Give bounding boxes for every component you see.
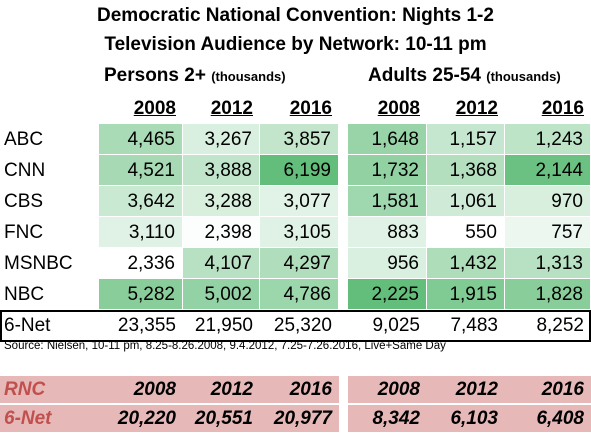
- data-cell: 1,915: [427, 279, 505, 310]
- table-title: Democratic National Convention: Nights 1…: [97, 5, 494, 26]
- total-row-border: [589, 310, 591, 342]
- year-header: 2016: [541, 98, 584, 119]
- total-row-border: [0, 310, 591, 312]
- data-cell: 1,368: [427, 155, 505, 186]
- data-cell: 1,243: [505, 124, 591, 155]
- group-unit: (thousands): [486, 69, 561, 84]
- data-cell: 1,061: [427, 186, 505, 217]
- rnc-total-cell: 20,977: [260, 405, 339, 432]
- rnc-total-cell: 8,342: [348, 405, 427, 432]
- rnc-year: 2008: [99, 376, 183, 403]
- group-unit: (thousands): [211, 69, 286, 84]
- data-cell: 2,225: [348, 279, 427, 310]
- data-cell: 3,288: [183, 186, 260, 217]
- rnc-row-border: [0, 404, 591, 405]
- year-header: 2008: [133, 98, 176, 119]
- year-header: 2016: [289, 98, 332, 119]
- network-label: CBS: [4, 191, 44, 212]
- network-label: ABC: [4, 129, 44, 150]
- data-cell: 1,432: [427, 248, 505, 279]
- year-header: 2012: [455, 98, 498, 119]
- table-subtitle: Television Audience by Network: 10-11 pm: [104, 34, 487, 55]
- data-cell: 3,857: [260, 124, 339, 155]
- data-cell: 956: [348, 248, 427, 279]
- data-cell: 1,581: [348, 186, 427, 217]
- group-header-adults: Adults 25-54 (thousands): [368, 62, 561, 90]
- network-label: FNC: [4, 222, 44, 243]
- total-label: 6-Net: [4, 315, 51, 336]
- total-cell: 21,950: [194, 315, 253, 336]
- rnc-year: 2016: [505, 376, 591, 403]
- data-cell: 3,642: [99, 186, 183, 217]
- data-cell: 3,105: [260, 217, 339, 248]
- data-cell: 3,267: [183, 124, 260, 155]
- rnc-label: RNC: [0, 376, 99, 403]
- rnc-total-label: 6-Net: [0, 405, 99, 432]
- data-cell: 4,107: [183, 248, 260, 279]
- data-cell: 1,732: [348, 155, 427, 186]
- data-cell: 3,077: [260, 186, 339, 217]
- data-cell: 3,110: [99, 217, 183, 248]
- data-cell: 5,282: [99, 279, 183, 310]
- data-cell: 2,336: [99, 248, 183, 279]
- data-cell: 1,313: [505, 248, 591, 279]
- total-cell: 23,355: [117, 315, 176, 336]
- network-label: CNN: [4, 160, 46, 181]
- data-cell: 4,521: [99, 155, 183, 186]
- source-note: Source: Nielsen, 10-11 pm, 8.25-8.26.200…: [4, 340, 446, 352]
- network-label: NBC: [4, 284, 45, 305]
- data-cell: 4,786: [260, 279, 339, 310]
- total-row-border: [0, 310, 2, 342]
- rnc-total-cell: 20,551: [183, 405, 260, 432]
- data-cell: 757: [505, 217, 591, 248]
- data-cell: 1,828: [505, 279, 591, 310]
- rnc-total-cell: 6,103: [427, 405, 505, 432]
- data-cell: 883: [348, 217, 427, 248]
- data-cell: 6,199: [260, 155, 339, 186]
- total-cell: 9,025: [372, 315, 420, 336]
- data-cell: 4,465: [99, 124, 183, 155]
- year-header: 2008: [377, 98, 420, 119]
- rnc-year: 2016: [260, 376, 339, 403]
- total-row-border: [0, 340, 591, 342]
- data-cell: 550: [427, 217, 505, 248]
- group-label: Adults 25-54: [368, 65, 481, 86]
- network-label: MSNBC: [4, 253, 73, 274]
- group-header-persons: Persons 2+ (thousands): [104, 62, 286, 90]
- data-cell: 1,157: [427, 124, 505, 155]
- total-cell: 25,320: [273, 315, 332, 336]
- year-header: 2012: [210, 98, 253, 119]
- data-cell: 3,888: [183, 155, 260, 186]
- total-cell: 8,252: [536, 315, 584, 336]
- data-cell: 1,648: [348, 124, 427, 155]
- data-cell: 4,297: [260, 248, 339, 279]
- rnc-total-cell: 6,408: [505, 405, 591, 432]
- rnc-year: 2012: [427, 376, 505, 403]
- rnc-total-cell: 20,220: [99, 405, 183, 432]
- group-label: Persons 2+: [104, 65, 206, 86]
- data-cell: 2,398: [183, 217, 260, 248]
- rnc-year: 2012: [183, 376, 260, 403]
- data-cell: 2,144: [505, 155, 591, 186]
- data-cell: 5,002: [183, 279, 260, 310]
- data-cell: 970: [505, 186, 591, 217]
- total-cell: 7,483: [450, 315, 498, 336]
- rnc-year: 2008: [348, 376, 427, 403]
